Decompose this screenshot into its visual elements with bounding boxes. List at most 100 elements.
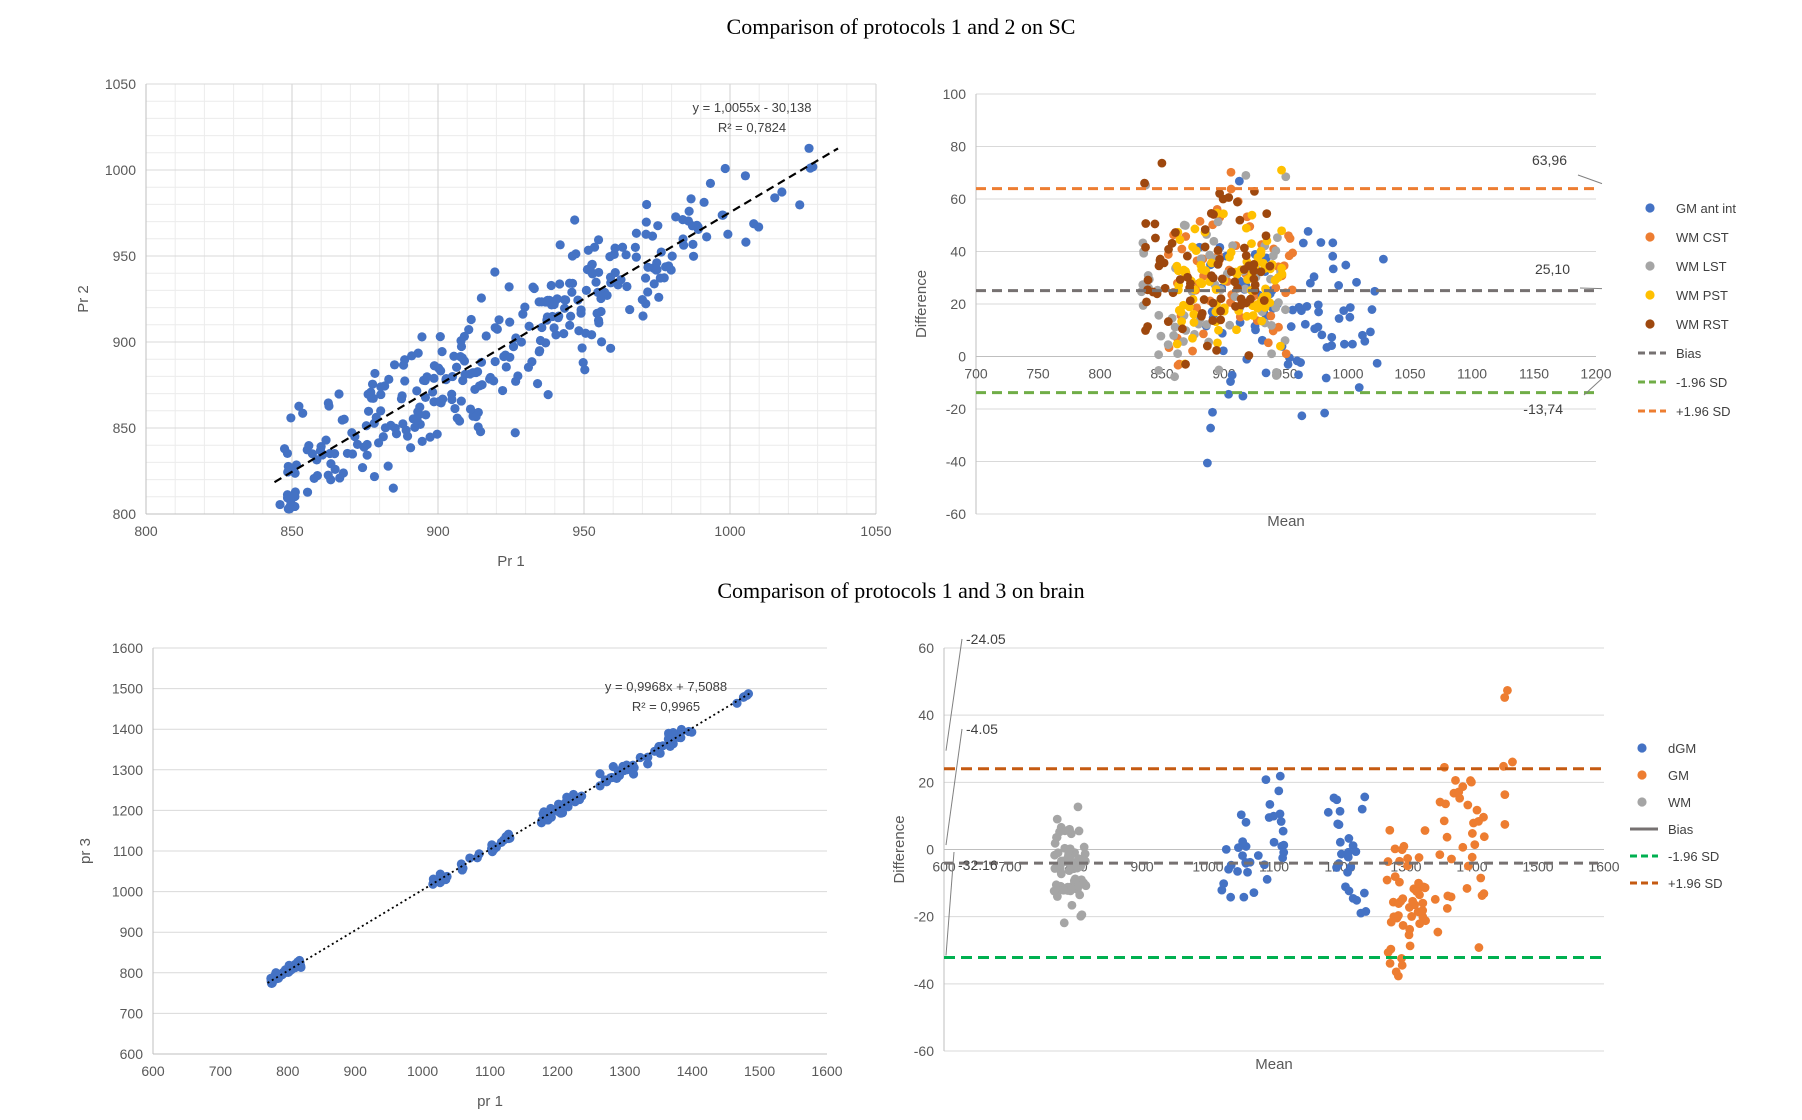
data-point (1157, 158, 1167, 168)
data-point (1186, 279, 1195, 289)
section-title-protocols-1-3: Comparison of protocols 1 and 3 on brain (717, 578, 1085, 603)
data-point (1398, 894, 1408, 904)
data-point (1216, 306, 1226, 316)
data-point (1140, 178, 1149, 188)
data-point (631, 228, 641, 238)
data-point (1070, 874, 1080, 884)
data-point (1390, 844, 1400, 854)
data-point (1202, 458, 1212, 468)
r-squared-label: R² = 0,7824 (718, 120, 786, 135)
data-point (643, 759, 653, 769)
data-point (1214, 365, 1224, 375)
data-point (671, 212, 681, 222)
data-point (1226, 377, 1235, 386)
data-point (1430, 894, 1440, 904)
data-point (1269, 811, 1279, 821)
data-point (1320, 408, 1330, 418)
data-point (508, 342, 519, 352)
data-point (400, 376, 410, 386)
data-point (1249, 888, 1259, 898)
data-point (1195, 277, 1205, 287)
data-point (655, 748, 665, 758)
data-point (1277, 269, 1287, 279)
data-point (546, 280, 556, 291)
data-point (602, 290, 612, 300)
data-point (1261, 775, 1271, 785)
label-leader-line (945, 728, 963, 846)
label-leader-line (1579, 287, 1603, 290)
data-point (535, 335, 546, 346)
x-axis-title: Mean (1255, 1056, 1293, 1073)
data-point (1209, 236, 1219, 246)
x-axis-title: Mean (1267, 513, 1305, 530)
data-point (795, 200, 805, 210)
y-tick-label: 600 (120, 1046, 144, 1062)
data-point (1367, 305, 1377, 314)
data-point (1189, 309, 1199, 319)
data-point (1188, 333, 1197, 343)
data-point (621, 250, 631, 260)
data-point (471, 412, 481, 422)
data-point (386, 420, 396, 430)
x-tick-label: 700 (998, 859, 1022, 875)
legend-marker-dgm (1637, 743, 1647, 753)
data-point (593, 235, 604, 245)
scatter-pr1-vs-pr2-chart: 800 850 900 950 1000 1050 800 850 900 950 1000 1050… (75, 76, 892, 570)
data-point (1281, 305, 1290, 315)
data-point (1470, 840, 1480, 850)
data-point (1239, 243, 1249, 253)
data-point (567, 251, 578, 261)
data-point (1343, 847, 1353, 857)
data-point (1215, 189, 1225, 198)
label-leader-line (945, 638, 963, 751)
r-squared-label: R² = 0,9965 (632, 699, 700, 714)
legend-marker-wm-pst (1645, 290, 1655, 300)
data-point (549, 323, 559, 333)
data-point (1277, 226, 1287, 236)
data-point (465, 404, 476, 414)
data-point (410, 422, 420, 432)
data-point (451, 362, 462, 372)
data-point (1154, 350, 1164, 360)
data-point (330, 464, 340, 474)
legend-label: GM ant int (1676, 201, 1736, 216)
data-point (595, 769, 605, 779)
data-point (1281, 349, 1291, 359)
data-point (417, 436, 427, 446)
data-point (1279, 840, 1289, 850)
data-point (674, 732, 685, 743)
data-point (1447, 854, 1456, 864)
data-point (1442, 903, 1452, 913)
data-point (470, 384, 480, 395)
data-point (1336, 849, 1346, 859)
data-point (1065, 824, 1074, 834)
y-tick-label: 60 (950, 191, 966, 207)
data-point (1302, 301, 1312, 311)
data-point (549, 299, 559, 310)
data-point (1372, 358, 1382, 368)
data-point (647, 231, 658, 241)
data-point (1276, 341, 1285, 351)
data-point (456, 341, 467, 352)
data-point (475, 426, 486, 437)
data-point (516, 337, 527, 347)
y-tick-label: 900 (113, 334, 137, 350)
x-tick-label: 1100 (1457, 366, 1487, 382)
data-point (1360, 792, 1370, 802)
data-point (1334, 281, 1344, 290)
data-point (1433, 927, 1443, 937)
data-point (1059, 885, 1068, 895)
data-point (1276, 817, 1286, 826)
data-point (1244, 351, 1254, 360)
y-tick-label: 1400 (112, 721, 143, 737)
y-tick-label: 800 (113, 506, 137, 522)
data-point (1435, 797, 1445, 807)
data-point (456, 859, 466, 869)
data-point (1213, 217, 1223, 227)
data-point (1049, 886, 1059, 896)
legend-label: -1.96 SD (1668, 849, 1719, 864)
data-point (425, 432, 435, 442)
y-tick-label: 20 (950, 296, 966, 312)
data-point (1328, 264, 1338, 274)
